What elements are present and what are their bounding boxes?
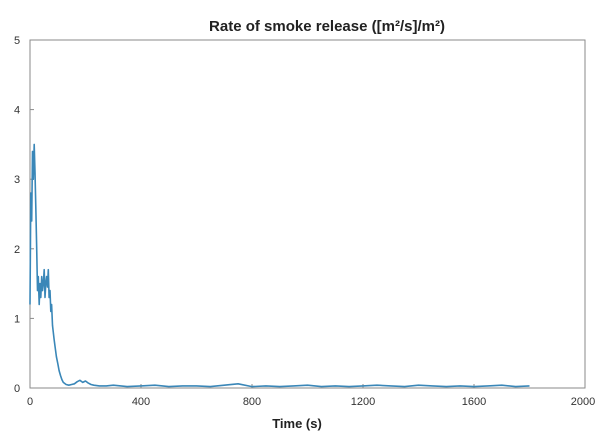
x-tick-label: 1200 <box>351 396 375 408</box>
chart-title: Rate of smoke release ([m²/s]/m²) <box>209 18 445 35</box>
series-line-0 <box>29 143 530 388</box>
plot-frame <box>29 39 586 389</box>
x-axis-label: Time (s) <box>272 416 322 431</box>
x-tick-label: 1600 <box>462 396 486 408</box>
x-tick-label: 400 <box>132 396 150 408</box>
y-tick-label: 4 <box>14 105 20 117</box>
x-tick-label: 0 <box>27 396 33 408</box>
x-tick-label: 800 <box>243 396 261 408</box>
x-tick-label: 2000 <box>571 396 595 408</box>
y-tick-label: 2 <box>14 244 20 256</box>
series-group <box>29 143 530 388</box>
y-tick-label: 1 <box>14 313 20 325</box>
y-tick-label: 5 <box>14 35 20 47</box>
y-tick-label: 0 <box>14 383 20 395</box>
y-tick-label: 3 <box>14 174 20 186</box>
